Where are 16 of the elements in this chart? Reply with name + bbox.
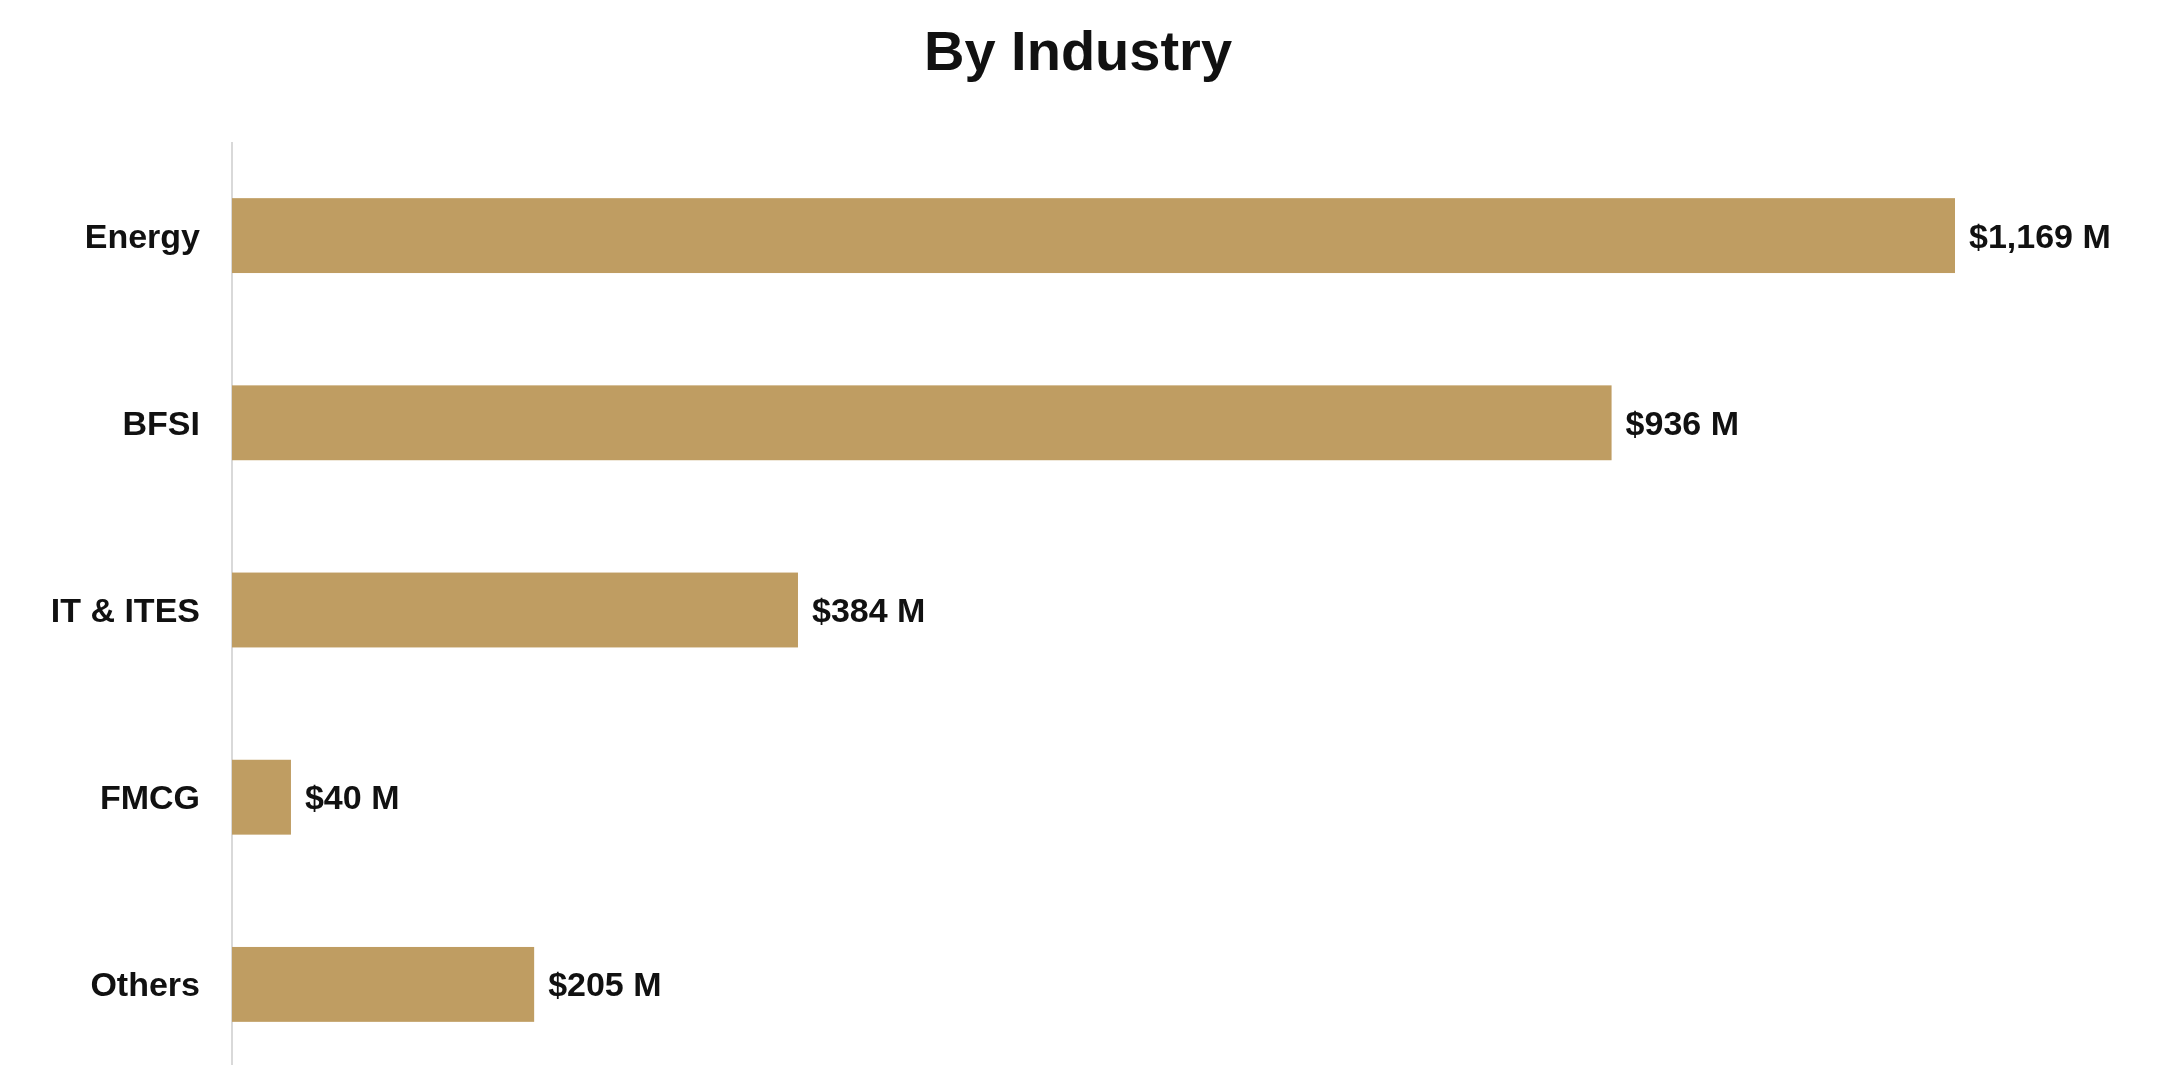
bar — [232, 572, 798, 648]
y-tick-label: FMCG — [99, 778, 200, 817]
y-tick-label: BFSI — [122, 403, 200, 442]
data-label: $936 M — [1625, 403, 1739, 442]
data-label: $1,169 M — [1969, 216, 2111, 255]
bar — [232, 198, 1955, 274]
y-tick-label: Others — [90, 965, 200, 1004]
data-label: $384 M — [811, 590, 926, 629]
chart-title: By Industry — [923, 19, 1233, 82]
bar — [232, 759, 291, 835]
data-label: $40 M — [304, 778, 400, 817]
y-tick-label: IT & ITES — [50, 590, 200, 629]
bar — [232, 385, 1612, 461]
y-tick-label: Energy — [84, 216, 201, 255]
data-label: $205 M — [548, 965, 662, 1004]
bar — [232, 946, 535, 1022]
